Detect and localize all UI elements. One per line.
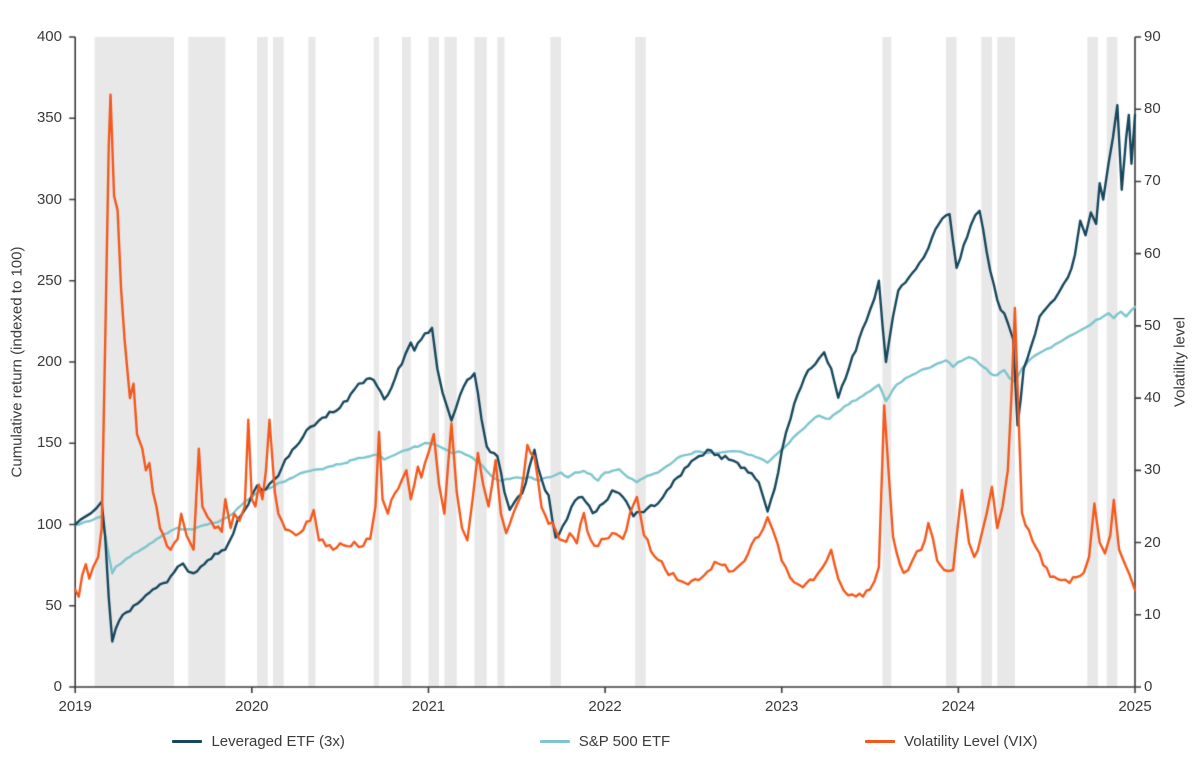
left-axis-title: Cumulative return (indexed to 100) bbox=[8, 246, 26, 478]
legend-item-leveraged-etf: Leveraged ETF (3x) bbox=[172, 733, 345, 750]
y-left-tick-label: 0 bbox=[53, 678, 62, 695]
legend-item-sp500-etf: S&P 500 ETF bbox=[539, 733, 671, 750]
y-right-tick-label: 0 bbox=[1144, 678, 1153, 695]
legend-swatch-sp500-etf bbox=[539, 740, 570, 743]
y-right-tick-label: 50 bbox=[1144, 316, 1161, 334]
y-right-tick-label: 20 bbox=[1144, 533, 1161, 551]
x-tick-label: 2019 bbox=[58, 698, 92, 715]
x-tick-label: 2020 bbox=[235, 698, 269, 715]
right-axis-title: Volatility level bbox=[1171, 316, 1189, 408]
y-right-tick-label: 60 bbox=[1144, 244, 1161, 262]
y-right-tick-label: 80 bbox=[1144, 100, 1161, 118]
y-right-tick-label: 70 bbox=[1144, 172, 1161, 190]
y-right-tick-label: 30 bbox=[1144, 461, 1161, 479]
y-right-tick-label: 40 bbox=[1144, 389, 1161, 407]
legend-swatch-leveraged-etf bbox=[172, 740, 203, 743]
y-left-tick-label: 100 bbox=[36, 515, 62, 533]
x-tick-label: 2022 bbox=[588, 698, 622, 715]
y-left-tick-label: 250 bbox=[36, 271, 62, 289]
y-left-tick-label: 350 bbox=[36, 109, 62, 127]
x-tick-label: 2023 bbox=[765, 698, 799, 715]
y-left-tick-label: 150 bbox=[36, 434, 62, 452]
legend-label-vix: Volatility Level (VIX) bbox=[904, 733, 1038, 750]
x-tick-label: 2025 bbox=[1118, 698, 1152, 715]
y-left-tick-label: 200 bbox=[36, 353, 62, 370]
y-left-tick-label: 50 bbox=[45, 596, 62, 614]
legend-label-leveraged-etf: Leveraged ETF (3x) bbox=[211, 733, 345, 750]
legend-swatch-vix bbox=[865, 740, 896, 743]
y-left-tick-label: 400 bbox=[36, 28, 62, 45]
x-tick-label: 2024 bbox=[941, 698, 976, 715]
x-tick-label: 2021 bbox=[411, 698, 446, 715]
y-right-tick-label: 10 bbox=[1144, 605, 1161, 623]
y-right-tick-label: 90 bbox=[1144, 28, 1161, 45]
legend-label-sp500-etf: S&P 500 ETF bbox=[578, 733, 671, 750]
y-left-tick-label: 300 bbox=[36, 190, 62, 208]
legend: Leveraged ETF (3x) S&P 500 ETF Volatilit… bbox=[75, 733, 1135, 750]
legend-item-vix: Volatility Level (VIX) bbox=[865, 733, 1038, 750]
